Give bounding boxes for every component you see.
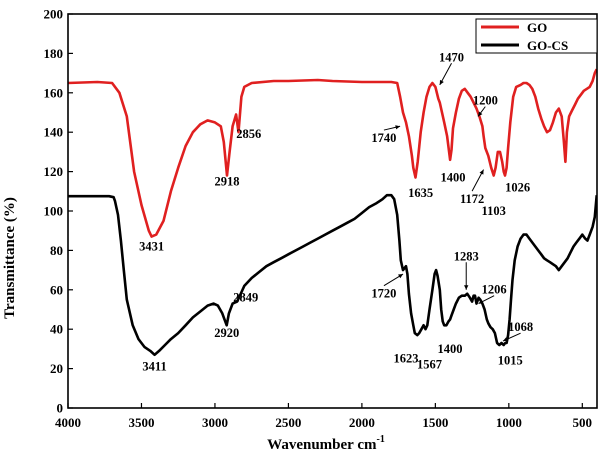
peak-label: 1026 xyxy=(505,180,530,194)
axes-layer: 4000 3500 3000 2500 2000 1500 1000 500 0 20 40 60 80… xyxy=(44,7,598,430)
peak-label: 1172 xyxy=(460,192,484,206)
y-tick-label: 80 xyxy=(50,243,63,258)
peak-label: 1400 xyxy=(440,170,465,184)
legend-box xyxy=(475,18,598,54)
y-tick-label: 140 xyxy=(44,125,64,140)
series-layer xyxy=(68,68,597,357)
annotations-layer: 3431 2918 2856 1740 1635 1470 1400 1200 11721103… xyxy=(139,50,533,373)
peak-label: 1567 xyxy=(417,358,442,372)
peak-label: 1740 xyxy=(371,131,396,145)
peak-arrowhead xyxy=(395,125,401,130)
peak-label: 1283 xyxy=(454,249,479,263)
peak-label: 1400 xyxy=(438,342,463,356)
peak-label: 3431 xyxy=(139,239,164,253)
y-tick-label: 20 xyxy=(50,361,63,376)
peak-label: 3411 xyxy=(142,360,166,374)
peak-label: 1470 xyxy=(439,50,464,64)
peak-label: 2920 xyxy=(214,326,239,340)
peak-label: 1623 xyxy=(393,352,418,366)
x-tick-label: 1000 xyxy=(496,415,522,430)
x-axis-title-superscript: -1 xyxy=(376,434,384,445)
x-tick-label: 2000 xyxy=(349,415,375,430)
peak-arrowhead xyxy=(502,337,508,342)
y-tick-label: 180 xyxy=(44,46,64,61)
peak-label: 2918 xyxy=(214,174,239,188)
legend: GO GO-CS xyxy=(475,18,598,54)
peak-label: 1206 xyxy=(482,283,507,297)
peak-label: 1068 xyxy=(508,320,533,334)
y-tick-label: 0 xyxy=(57,401,64,416)
peak-label: 1200 xyxy=(473,94,498,108)
y-tick-label: 160 xyxy=(44,85,64,100)
x-tick-label: 2500 xyxy=(275,415,301,430)
y-tick-label: 120 xyxy=(44,164,64,179)
peak-label: 2849 xyxy=(233,291,258,305)
peak-label: 2856 xyxy=(236,127,261,141)
x-tick-label: 3000 xyxy=(202,415,228,430)
y-tick-label: 100 xyxy=(44,204,64,219)
peak-arrowhead xyxy=(398,274,404,279)
x-tick-label: 500 xyxy=(573,415,593,430)
x-axis-title-main: Wavenumber cm xyxy=(267,437,377,453)
y-tick-label: 60 xyxy=(50,282,63,297)
peak-label: 1103 xyxy=(482,204,506,218)
peak-arrowhead xyxy=(478,299,484,304)
series-line-go-cs xyxy=(68,193,597,357)
peak-arrowhead xyxy=(439,79,444,85)
peak-label: 1720 xyxy=(371,287,396,301)
y-tick-label: 200 xyxy=(44,7,64,22)
x-tick-label: 4000 xyxy=(55,415,81,430)
peak-label: 1635 xyxy=(408,186,433,200)
legend-label-go-cs: GO-CS xyxy=(527,38,568,53)
y-axis-title: Transmittance (%) xyxy=(2,197,18,319)
y-tick-label: 40 xyxy=(50,322,63,337)
peak-arrowhead xyxy=(479,169,484,175)
peak-arrowhead xyxy=(477,111,483,117)
series-line-go xyxy=(68,68,597,238)
x-tick-label: 1500 xyxy=(422,415,448,430)
x-axis-title: Wavenumber cm-1 xyxy=(267,434,385,453)
peak-label: 1015 xyxy=(498,354,523,368)
peak-arrowhead xyxy=(464,285,469,290)
legend-label-go: GO xyxy=(527,20,547,35)
x-tick-label: 3500 xyxy=(128,415,154,430)
